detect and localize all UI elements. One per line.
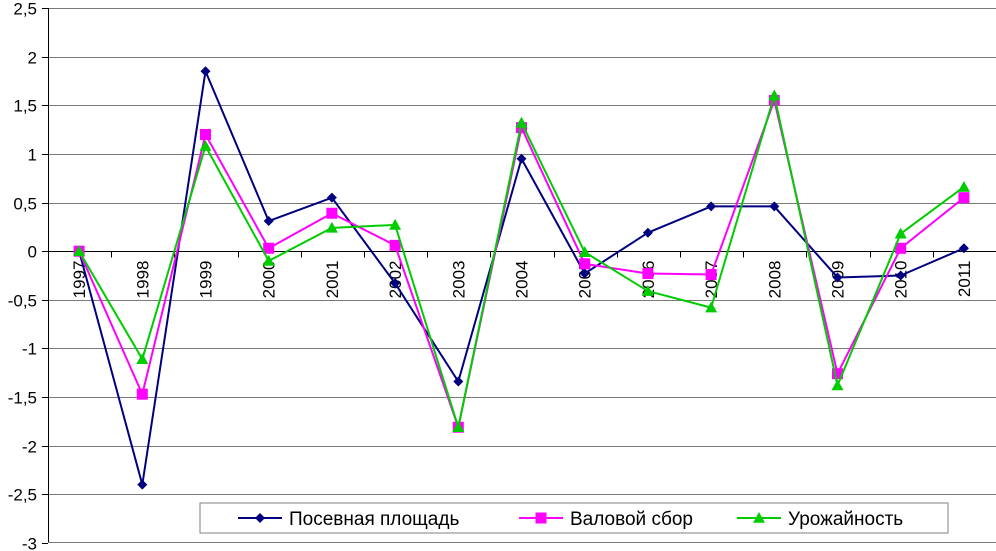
data-point	[199, 140, 212, 151]
data-point	[263, 216, 274, 227]
data-point	[136, 353, 149, 364]
data-point	[515, 116, 528, 128]
data-point	[768, 94, 780, 106]
data-point	[578, 246, 591, 257]
data-point	[895, 270, 906, 281]
data-point	[263, 242, 275, 254]
data-point	[958, 192, 970, 204]
data-point	[326, 207, 338, 219]
x-tick-label: 2004	[513, 261, 532, 299]
legend-marker	[255, 513, 265, 523]
legend-entry: Посевная площадь	[238, 509, 459, 530]
data-point	[705, 301, 718, 313]
y-tick-label: -0,5	[8, 292, 37, 311]
x-tick-label: 1998	[133, 261, 152, 299]
legend-label: Урожайность	[788, 509, 903, 530]
data-point	[768, 89, 781, 101]
y-tick-label: -1	[22, 340, 37, 359]
x-tick-label: 2003	[449, 261, 468, 299]
data-point	[262, 254, 275, 266]
data-point	[579, 258, 591, 270]
y-tick-label: -1,5	[8, 389, 37, 408]
y-tick-label: 0,5	[13, 195, 37, 214]
data-point	[642, 227, 653, 238]
legend-marker	[753, 512, 765, 523]
data-point	[958, 243, 969, 254]
data-point	[642, 268, 654, 280]
data-point	[579, 268, 590, 279]
legend-entry: Урожайность	[737, 509, 903, 530]
data-point	[894, 227, 907, 239]
legend-label: Посевная площадь	[289, 509, 459, 530]
legend-box	[199, 502, 949, 534]
data-point	[200, 66, 211, 77]
data-point	[957, 180, 970, 192]
series	[73, 66, 970, 490]
data-point	[73, 245, 86, 256]
legend: Посевная площадь Валовой сбор Урожайность	[199, 502, 949, 534]
data-point	[136, 388, 148, 400]
data-point	[389, 218, 402, 230]
data-point	[706, 201, 717, 212]
y-tick-label: 0	[28, 243, 37, 262]
x-tick-label: 2000	[260, 261, 279, 299]
gridlines	[48, 8, 996, 495]
data-point	[641, 285, 654, 296]
y-tick-label: 2	[28, 49, 37, 68]
y-tick-labels: 2,5 2 1,5 1 0,5 0 -0,5 -1 -1,5 -2 -2,5 -3	[8, 0, 37, 551]
y-tick-label: 2,5	[13, 0, 37, 19]
data-point	[390, 278, 401, 289]
axes	[42, 8, 996, 544]
x-tick-label: 2001	[323, 261, 342, 299]
data-point	[769, 201, 780, 212]
x-tick-label: 2008	[765, 261, 784, 299]
data-point	[895, 242, 907, 254]
y-tick-label: -2	[22, 438, 37, 457]
data-point	[832, 272, 843, 283]
data-point	[325, 221, 338, 233]
data-point	[705, 269, 717, 281]
series-3	[73, 89, 970, 433]
data-point	[137, 479, 148, 490]
y-tick-label: -2,5	[8, 486, 37, 505]
data-point	[326, 192, 337, 203]
data-point	[452, 421, 465, 433]
data-point	[831, 379, 844, 391]
data-point	[389, 239, 401, 251]
data-point	[453, 376, 464, 387]
data-point	[832, 368, 843, 380]
series-1	[74, 66, 969, 490]
legend-entry: Валовой сбор	[519, 509, 693, 530]
y-tick-label: -3	[22, 535, 37, 551]
y-tick-label: 1,5	[13, 97, 37, 116]
legend-label: Валовой сбор	[570, 509, 693, 530]
y-tick-label: 1	[28, 146, 37, 165]
x-tick-label: 2011	[955, 261, 974, 298]
data-point	[200, 128, 211, 140]
legend-marker	[535, 512, 547, 524]
data-point	[516, 153, 527, 164]
x-tick-label: 1999	[197, 261, 216, 299]
